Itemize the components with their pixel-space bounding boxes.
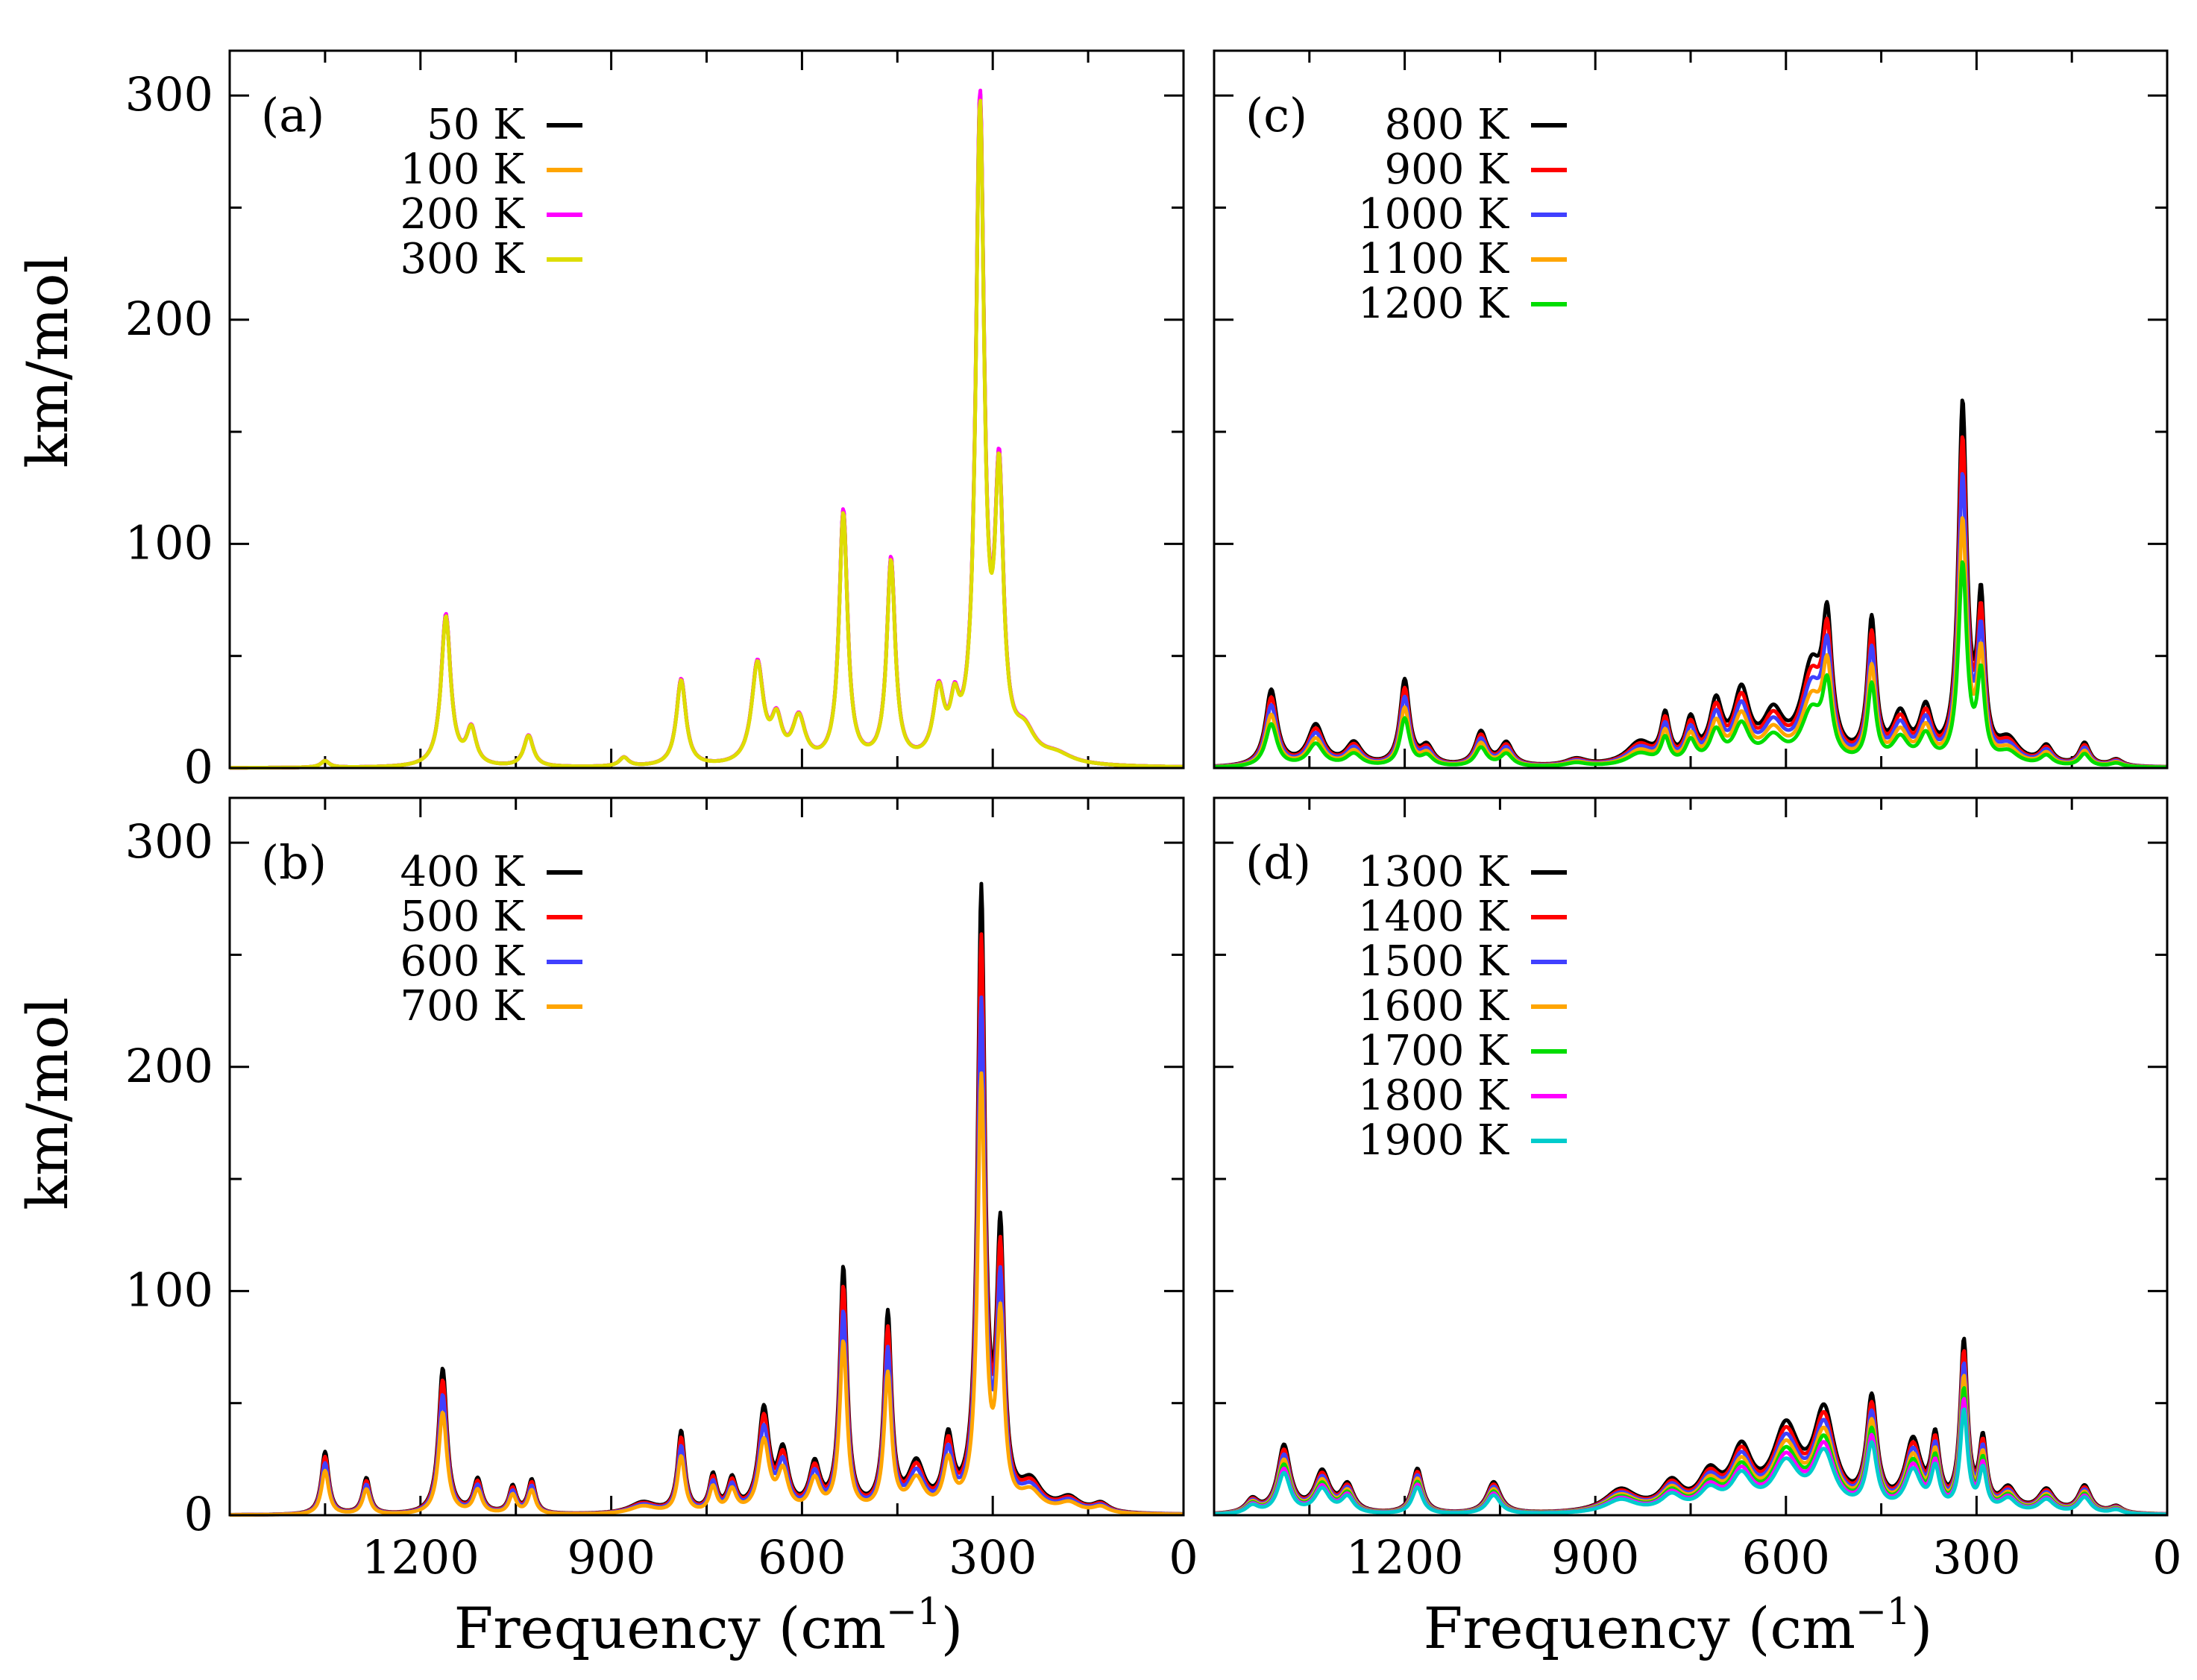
plot-frame <box>228 49 1185 770</box>
legend-label: 600 K <box>400 937 525 986</box>
legend-label: 100 K <box>400 145 525 194</box>
panel-label: (d) <box>1245 835 1311 890</box>
legend-label: 50 K <box>427 101 525 149</box>
y-tick-label: 100 <box>125 1262 213 1317</box>
ylabel-top: km/mol <box>14 255 81 468</box>
x-tick-label: 300 <box>1932 1530 2020 1585</box>
legend-label: 1000 K <box>1358 190 1509 239</box>
series-line-1900K <box>1213 1407 2169 1517</box>
x-tick-label: 0 <box>2152 1530 2181 1585</box>
legend-label: 1100 K <box>1358 235 1509 283</box>
ylabel-bottom: km/mol <box>14 997 81 1210</box>
xlabel-right-close: ) <box>1911 1595 1933 1661</box>
legend-label: 700 K <box>400 982 525 1031</box>
y-tick-label: 200 <box>125 1039 213 1093</box>
y-tick-label: 0 <box>184 740 213 794</box>
plot-frame <box>1213 796 2169 1517</box>
panel-label: (b) <box>261 835 327 890</box>
y-tick-label: 0 <box>184 1487 213 1541</box>
plot-frame <box>228 796 1185 1517</box>
xlabel-right-sup: −1 <box>1855 1590 1911 1633</box>
series-line-1200K <box>1213 560 2169 770</box>
xlabel-left-sup: −1 <box>886 1590 941 1633</box>
xlabel-right: Frequency (cm−1) <box>1424 1590 1933 1661</box>
legend-label: 200 K <box>400 190 525 239</box>
xlabel-left: Frequency (cm−1) <box>454 1590 964 1661</box>
legend-label: 400 K <box>400 848 525 896</box>
legend-label: 1600 K <box>1358 982 1509 1031</box>
legend-label: 1700 K <box>1358 1027 1509 1075</box>
xlabel-left-close: ) <box>941 1595 964 1661</box>
x-tick-label: 300 <box>949 1530 1037 1585</box>
y-tick-label: 100 <box>125 515 213 570</box>
legend-label: 1200 K <box>1358 280 1509 328</box>
panel-label: (a) <box>261 88 324 142</box>
xlabel-left-main: Frequency (cm <box>454 1595 887 1661</box>
y-tick-label: 200 <box>125 292 213 346</box>
legend-label: 1400 K <box>1358 893 1509 941</box>
legend-label: 500 K <box>400 893 525 941</box>
x-tick-label: 600 <box>1742 1530 1830 1585</box>
plot-frame <box>1213 49 2169 770</box>
y-tick-label: 300 <box>125 67 213 122</box>
legend-label: 1900 K <box>1358 1116 1509 1165</box>
x-tick-label: 900 <box>1551 1530 1639 1585</box>
xlabel-right-main: Frequency (cm <box>1424 1595 1856 1661</box>
series-line-700K <box>228 1071 1185 1517</box>
x-tick-label: 1200 <box>1346 1530 1464 1585</box>
legend-label: 800 K <box>1384 101 1509 149</box>
x-tick-label: 900 <box>567 1530 655 1585</box>
legend-label: 1300 K <box>1358 848 1509 896</box>
x-tick-label: 600 <box>758 1530 846 1585</box>
y-tick-label: 300 <box>125 814 213 869</box>
series-line-300K <box>228 98 1185 770</box>
legend-label: 900 K <box>1384 145 1509 194</box>
legend-label: 1800 K <box>1358 1072 1509 1120</box>
legend-label: 1500 K <box>1358 937 1509 986</box>
panel-label: (c) <box>1245 88 1307 142</box>
x-tick-label: 1200 <box>362 1530 480 1585</box>
legend-label: 300 K <box>400 235 525 283</box>
x-tick-label: 0 <box>1169 1530 1198 1585</box>
